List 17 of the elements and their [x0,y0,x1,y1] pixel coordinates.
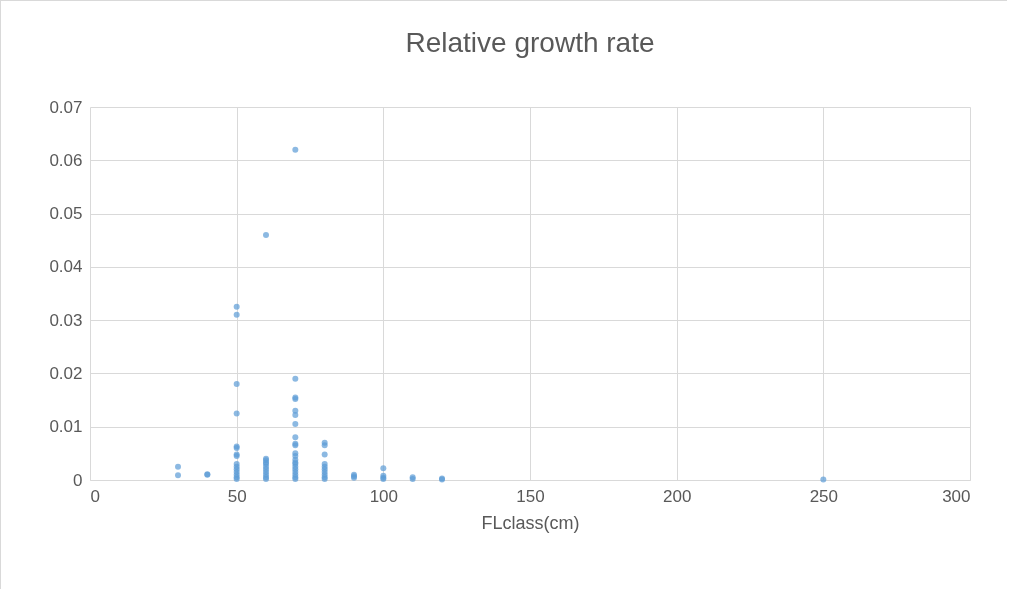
x-tick-label: 300 [942,486,971,506]
x-tick-label: 150 [516,486,545,506]
chart-title: Relative growth rate [405,27,655,58]
x-tick-label: 250 [809,486,839,506]
y-tick-label: 0 [73,470,83,490]
x-tick-label: 50 [227,486,247,506]
x-tick-label: 0 [90,486,100,506]
y-tick-label: 0.03 [49,310,83,330]
y-tick-label: 0.06 [49,150,83,170]
x-tick-label: 100 [369,486,399,506]
y-tick-label: 0.07 [49,97,83,117]
x-axis-title: FLclass(cm) [481,512,580,533]
x-tick-label: 200 [662,486,692,506]
y-tick-label: 0.01 [49,417,83,437]
y-tick-label: 0.04 [49,257,83,277]
y-tick-label: 0.02 [49,363,83,383]
y-tick-label: 0.05 [49,204,83,224]
